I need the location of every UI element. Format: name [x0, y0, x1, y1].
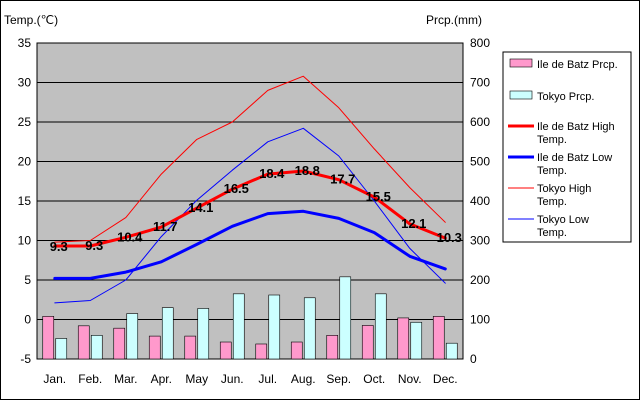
y-left-axis-title: Temp.(℃): [4, 13, 58, 27]
data-label-layer: 9.3 9.3 10.4 11.7 14.1 16.5 18.4 18.8 17.7 15.5 12…: [50, 163, 462, 254]
x-tick-label: Sep.: [326, 372, 351, 386]
line-layer: [53, 75, 447, 304]
legend-label: Tokyo Low: [537, 214, 589, 226]
legend-label: Ile de Batz High: [537, 121, 615, 133]
bar-ile-de-batz-prcp: [77, 325, 90, 360]
legend-label: Tokyo Prcp.: [537, 91, 594, 103]
bar-ile-de-batz-prcp: [219, 341, 232, 360]
legend: Ile de Batz Prcp. Tokyo Prcp. Ile de Batz …: [508, 58, 618, 239]
legend-label: Ile de Batz Low: [537, 152, 612, 164]
bar-tokyo-prcp: [197, 308, 210, 360]
y-right-axis-title: Prcp.(mm): [426, 13, 482, 27]
bar-ile-de-batz-prcp: [361, 325, 374, 360]
bar-tokyo-prcp: [90, 334, 103, 360]
y-right-tick-label: 600: [470, 115, 490, 129]
x-tick-label: Nov.: [398, 372, 422, 386]
y-left-tick-label: 0: [24, 313, 31, 327]
y-left-tick-label: 15: [18, 194, 32, 208]
bar-tokyo-prcp: [126, 313, 139, 360]
y-left-tick-label: 10: [18, 234, 32, 248]
y-left-tick-label: 30: [18, 76, 32, 90]
y-right-tick-label: 800: [470, 36, 490, 50]
legend-label: Tokyo High: [537, 183, 591, 195]
data-label: 15.5: [366, 189, 391, 204]
bar-ile-de-batz-prcp: [326, 334, 339, 360]
data-label: 11.7: [153, 219, 178, 234]
bar-tokyo-prcp: [55, 338, 68, 360]
bar-ile-de-batz-prcp: [148, 335, 161, 360]
bar-tokyo-prcp: [374, 293, 387, 360]
x-tick-label: May: [185, 372, 208, 386]
x-tick-label: Dec.: [433, 372, 458, 386]
y-right-tick-label: 500: [470, 155, 490, 169]
bar-layer: [42, 276, 458, 360]
legend-label: Ile de Batz Prcp.: [537, 59, 618, 71]
bar-ile-de-batz-prcp: [432, 316, 445, 360]
legend-box: [502, 51, 632, 243]
line-ile-de-batz-high: [53, 169, 447, 248]
y-right-tick-label: 100: [470, 313, 490, 327]
data-label: 9.3: [50, 239, 68, 254]
data-label: 9.3: [85, 238, 103, 253]
x-tick-label: Feb.: [78, 372, 102, 386]
bar-tokyo-prcp: [268, 294, 281, 360]
bar-tokyo-prcp: [410, 321, 423, 360]
y-right-tick-label: 300: [470, 234, 490, 248]
data-label: 12.1: [401, 216, 426, 231]
x-tick-label: Apr.: [151, 372, 172, 386]
x-tick-label: Jul.: [258, 372, 277, 386]
legend-label-cont: Temp.: [537, 134, 567, 146]
legend-item-tokyo-prcp: Tokyo Prcp.: [509, 90, 594, 103]
line-tokyo-high: [54, 75, 446, 243]
y-right-tick-label: 0: [470, 352, 477, 366]
bar-ile-de-batz-prcp: [397, 317, 410, 360]
x-tick-label: Jun.: [221, 372, 244, 386]
bar-ile-de-batz-prcp: [113, 327, 126, 360]
data-label: 14.1: [188, 200, 213, 215]
x-tick-label: Oct.: [363, 372, 385, 386]
bar-tokyo-prcp: [303, 297, 316, 360]
data-label: 18.8: [295, 163, 320, 178]
y-right-tick-label: 200: [470, 273, 490, 287]
line-tokyo-low: [54, 127, 446, 304]
y-right-tick-label: 700: [470, 76, 490, 90]
data-label: 18.4: [259, 166, 285, 181]
bar-tokyo-prcp: [445, 342, 458, 360]
bar-ile-de-batz-prcp: [42, 316, 55, 360]
bar-ile-de-batz-prcp: [290, 341, 303, 360]
tick-label-layer: 35 30 25 20 15 10 5 0 -5 800 700 600 500 400 300 200 100…: [18, 36, 491, 386]
y-right-tick-label: 400: [470, 194, 490, 208]
data-label: 16.5: [224, 181, 249, 196]
bar-ile-de-batz-prcp: [255, 343, 268, 360]
y-left-tick-label: 20: [18, 155, 32, 169]
legend-swatch: [509, 58, 533, 68]
line-ile-de-batz-low: [53, 209, 447, 280]
bar-tokyo-prcp: [339, 276, 352, 360]
data-label: 10.3: [437, 230, 462, 245]
x-tick-label: Mar.: [114, 372, 137, 386]
y-left-tick-label: -5: [20, 352, 31, 366]
y-left-tick-label: 35: [18, 36, 32, 50]
y-left-tick-label: 5: [24, 273, 31, 287]
bar-tokyo-prcp: [232, 293, 245, 360]
y-left-tick-label: 25: [18, 115, 32, 129]
legend-label-cont: Temp.: [537, 196, 567, 208]
legend-label-cont: Temp.: [537, 227, 567, 239]
data-label: 17.7: [330, 172, 355, 187]
data-label: 10.4: [117, 229, 143, 244]
x-tick-label: Aug.: [291, 372, 316, 386]
legend-swatch: [509, 90, 533, 100]
x-tick-label: Jan.: [43, 372, 66, 386]
legend-item-ile-de-batz-prcp: Ile de Batz Prcp.: [509, 58, 618, 71]
legend-label-cont: Temp.: [537, 165, 567, 177]
bar-ile-de-batz-prcp: [184, 335, 197, 360]
bar-tokyo-prcp: [161, 307, 174, 360]
